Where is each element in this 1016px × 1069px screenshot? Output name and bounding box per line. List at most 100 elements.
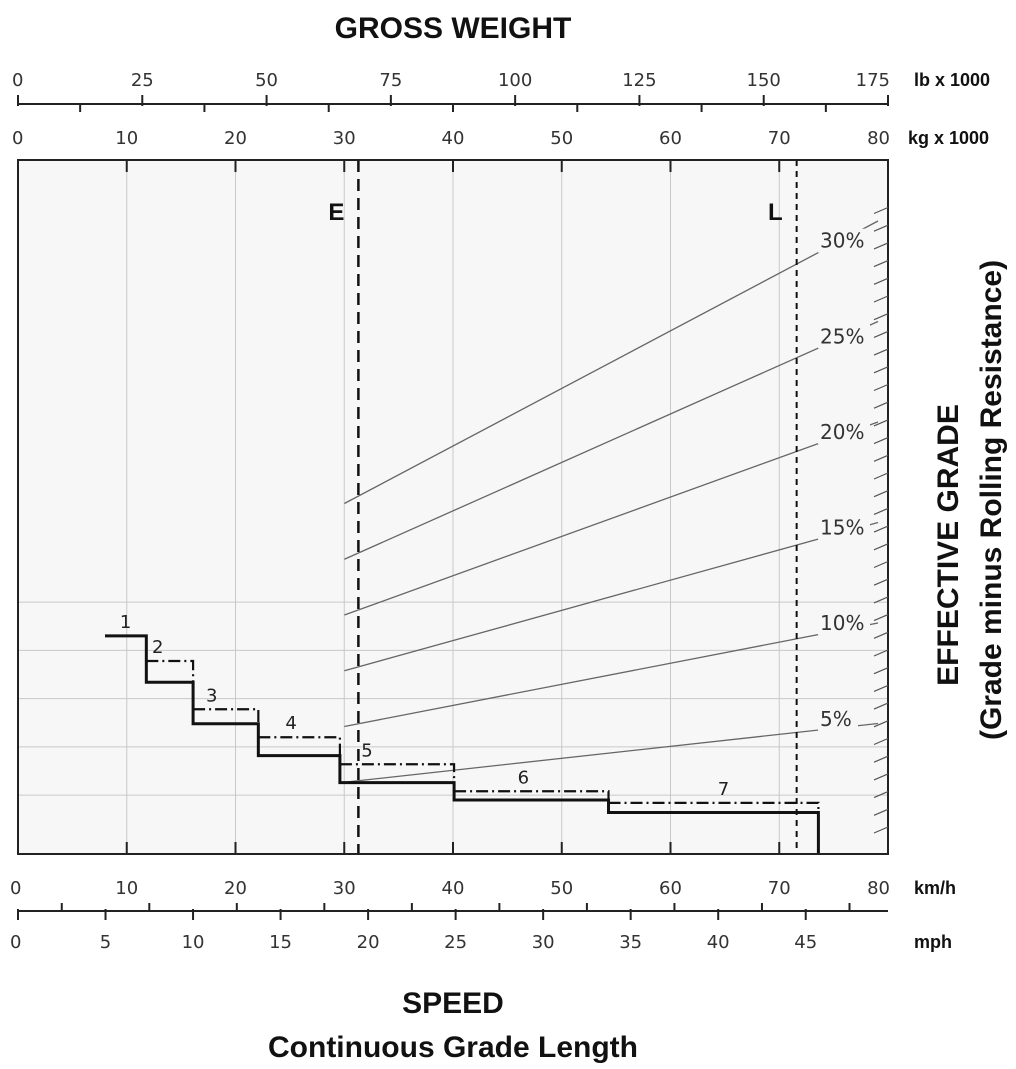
grade-scale-tick	[873, 437, 889, 445]
mph-tick-label: 25	[444, 932, 467, 953]
grade-scale-tick	[873, 419, 889, 427]
gear-step-label: 5	[361, 740, 372, 761]
grade-line	[344, 622, 879, 728]
grade-scale-tick	[873, 525, 889, 533]
grade-label: 20%	[820, 420, 864, 444]
chart-title: GROSS WEIGHT	[335, 12, 572, 45]
grade-scale-tick	[873, 791, 889, 799]
grade-scale-tick	[873, 631, 889, 639]
lb-tick-label: 0	[12, 70, 23, 91]
grade-label: 30%	[820, 229, 864, 253]
grade-scale-tick	[873, 295, 889, 303]
grade-scale-tick	[873, 224, 889, 232]
x-axis-subtitle: Continuous Grade Length	[268, 1031, 638, 1064]
kg-tick-label: 20	[224, 128, 247, 149]
kg-tick-label: 70	[768, 128, 791, 149]
grade-scale-tick	[873, 277, 889, 285]
grade-line	[344, 320, 879, 560]
mph-tick-label: 5	[100, 932, 111, 953]
mph-tick-label: 10	[182, 932, 205, 953]
kg-tick-label: 40	[442, 128, 465, 149]
grade-scale-tick	[873, 684, 889, 692]
grade-scale-tick	[873, 649, 889, 657]
kg-tick-label: 30	[333, 128, 356, 149]
grade-scale-tick	[873, 543, 889, 551]
kmh-tick-label: 20	[224, 878, 247, 899]
grade-scale-tick	[873, 614, 889, 622]
x-axis-title: SPEED	[402, 987, 504, 1020]
mph-tick-label: 20	[357, 932, 380, 953]
y-axis-title: EFFECTIVE GRADE	[932, 404, 965, 686]
kg-tick-label: 10	[115, 128, 138, 149]
grade-scale-tick	[873, 596, 889, 604]
grade-label-bg	[818, 515, 870, 540]
grade-line	[344, 220, 879, 505]
grade-scale-tick	[873, 206, 889, 215]
lb-tick-label: 150	[747, 70, 781, 91]
kg-tick-label: 60	[659, 128, 682, 149]
kmh-axis-unit: km/h	[914, 878, 956, 898]
grade-label-bg	[818, 419, 870, 444]
kg-tick-label: 50	[550, 128, 573, 149]
grade-label-bg	[818, 611, 870, 636]
grade-scale-tick	[873, 808, 889, 816]
grade-scale-tick	[873, 667, 889, 675]
gear-step-label: 7	[718, 779, 729, 800]
grade-scale-tick	[873, 454, 889, 462]
grade-line	[344, 722, 879, 783]
gear-step-label: 4	[285, 713, 296, 734]
grade-scale-tick	[873, 401, 889, 409]
grade-line	[344, 521, 879, 672]
lb-tick-label: 125	[622, 70, 656, 91]
mph-tick-label: 45	[794, 932, 817, 953]
grade-line	[344, 421, 879, 616]
grade-scale-tick	[873, 737, 889, 746]
grade-label: 10%	[820, 611, 864, 635]
grade-label-bg	[818, 228, 870, 253]
kmh-tick-label: 50	[550, 878, 573, 899]
grade-label-bg	[818, 324, 870, 349]
weight-marker-label: L	[768, 199, 783, 226]
grade-label-bg	[818, 706, 858, 731]
grade-scale-tick	[873, 260, 889, 268]
grade-label: 25%	[820, 324, 864, 348]
grade-scale-tick	[873, 826, 889, 834]
kmh-tick-label: 40	[442, 878, 465, 899]
mph-tick-label: 30	[532, 932, 555, 953]
grade-scale-tick	[873, 383, 889, 392]
lb-tick-label: 25	[131, 70, 154, 91]
grade-scale-tick	[873, 348, 889, 356]
mph-axis-unit: mph	[914, 932, 952, 952]
kg-tick-label: 80	[867, 128, 890, 149]
mph-tick-label: 40	[707, 932, 730, 953]
kmh-tick-label: 60	[659, 878, 682, 899]
kmh-tick-label: 10	[115, 878, 138, 899]
grade-scale-tick	[873, 313, 889, 321]
grade-scale-tick	[873, 702, 889, 710]
grade-scale-tick	[873, 490, 889, 498]
lb-tick-label: 175	[856, 70, 890, 91]
grade-scale-tick	[873, 578, 889, 586]
kmh-tick-label: 0	[10, 878, 21, 899]
gear-step-label: 2	[152, 637, 163, 658]
grade-scale-tick	[873, 242, 889, 250]
kg-tick-label: 0	[12, 128, 23, 149]
grade-scale-tick	[873, 755, 889, 763]
grade-scale-tick	[873, 330, 889, 338]
grade-label: 5%	[820, 707, 852, 731]
grade-lines: 5% 10% 15% 20% 25% 30%	[344, 220, 879, 783]
mph-tick-label: 35	[619, 932, 642, 953]
y-axis-subtitle: (Grade minus Rolling Resistance)	[975, 260, 1008, 740]
lb-tick-label: 100	[498, 70, 532, 91]
lb-axis-unit: lb x 1000	[914, 70, 990, 90]
kg-axis-unit: kg x 1000	[908, 128, 989, 148]
grade-scale-ticks	[873, 206, 889, 834]
dashdot-step-curve	[146, 659, 820, 813]
mph-tick-label: 0	[10, 932, 21, 953]
grade-scale-tick	[873, 366, 889, 374]
gear-step-label: 6	[518, 767, 529, 788]
gear-step-label: 1	[120, 612, 131, 633]
